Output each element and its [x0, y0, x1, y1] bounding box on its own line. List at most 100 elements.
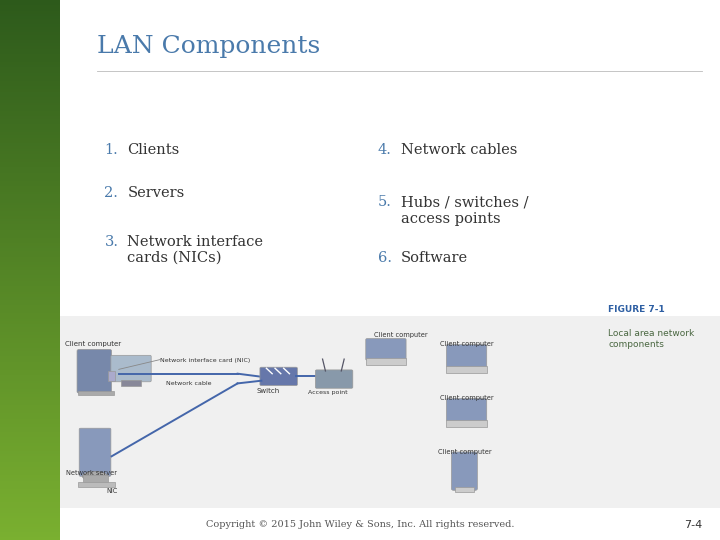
Bar	[0, 219, 60, 221]
Bar	[0, 148, 60, 151]
Bar	[0, 46, 60, 49]
Ellipse shape	[82, 471, 108, 481]
Bar	[0, 32, 60, 35]
Bar	[0, 170, 60, 173]
Bar	[0, 481, 60, 483]
Bar	[0, 127, 60, 130]
Bar	[0, 19, 60, 22]
Bar	[0, 532, 60, 535]
Bar	[0, 335, 60, 338]
Bar	[0, 194, 60, 197]
Bar	[0, 364, 60, 367]
Bar	[0, 289, 60, 292]
Bar	[0, 491, 60, 494]
Bar	[0, 5, 60, 8]
Bar	[0, 43, 60, 46]
Bar	[0, 162, 60, 165]
Bar	[0, 167, 60, 170]
Bar	[0, 143, 60, 146]
Text: Access point: Access point	[307, 390, 348, 395]
Text: Local area network
components: Local area network components	[608, 329, 695, 349]
Bar	[0, 459, 60, 462]
Text: Copyright © 2015 John Wiley & Sons, Inc. All rights reserved.: Copyright © 2015 John Wiley & Sons, Inc.…	[206, 521, 514, 529]
Bar	[0, 440, 60, 443]
Text: 5.: 5.	[378, 195, 392, 210]
Bar	[0, 235, 60, 238]
Bar	[0, 338, 60, 340]
Bar	[0, 475, 60, 478]
Bar	[0, 54, 60, 57]
Bar	[0, 324, 60, 327]
Bar	[0, 262, 60, 265]
Bar	[0, 181, 60, 184]
Bar	[0, 305, 60, 308]
Bar	[0, 178, 60, 181]
Bar	[0, 24, 60, 27]
Bar	[0, 159, 60, 162]
Bar	[0, 186, 60, 189]
Bar	[0, 73, 60, 76]
Bar	[0, 238, 60, 240]
Bar	[0, 251, 60, 254]
Bar	[0, 49, 60, 51]
Bar	[0, 35, 60, 38]
Bar	[0, 59, 60, 62]
Text: Network server: Network server	[66, 470, 117, 476]
FancyBboxPatch shape	[366, 339, 406, 360]
Bar	[0, 230, 60, 232]
Bar	[0, 138, 60, 140]
Text: Software: Software	[401, 251, 468, 265]
FancyBboxPatch shape	[260, 367, 297, 386]
Bar	[455, 487, 474, 492]
Bar	[0, 513, 60, 516]
Text: Clients: Clients	[127, 143, 180, 157]
Bar	[0, 329, 60, 332]
Bar	[0, 132, 60, 135]
Bar	[0, 308, 60, 310]
Bar	[0, 113, 60, 116]
Text: Network interface card (NIC): Network interface card (NIC)	[160, 358, 250, 363]
Bar	[0, 259, 60, 262]
Bar	[0, 410, 60, 413]
Bar	[0, 435, 60, 437]
Bar	[0, 57, 60, 59]
Bar	[0, 472, 60, 475]
Bar	[0, 302, 60, 305]
Bar	[0, 97, 60, 100]
Bar	[0, 383, 60, 386]
Bar	[0, 392, 60, 394]
Bar	[0, 340, 60, 343]
Bar	[0, 40, 60, 43]
Bar	[0, 489, 60, 491]
Bar	[0, 510, 60, 513]
Bar	[121, 380, 141, 386]
Bar	[0, 146, 60, 148]
Bar	[0, 122, 60, 124]
Bar	[0, 467, 60, 470]
Text: Network interface
cards (NICs): Network interface cards (NICs)	[127, 235, 264, 265]
Bar	[0, 265, 60, 267]
Bar	[0, 92, 60, 94]
Bar	[78, 482, 115, 487]
Text: 6.: 6.	[378, 251, 392, 265]
Bar	[0, 367, 60, 370]
Bar	[0, 281, 60, 284]
Text: Servers: Servers	[127, 186, 185, 200]
Bar	[0, 362, 60, 364]
Bar	[0, 111, 60, 113]
Bar	[0, 400, 60, 402]
Bar	[0, 356, 60, 359]
Text: 2.: 2.	[104, 186, 118, 200]
Bar	[0, 108, 60, 111]
FancyBboxPatch shape	[446, 345, 487, 367]
Bar	[0, 70, 60, 73]
Bar	[0, 273, 60, 275]
Bar	[0, 408, 60, 410]
Bar	[108, 371, 115, 381]
Text: 7-4: 7-4	[684, 520, 702, 530]
Bar	[0, 316, 60, 319]
Bar	[0, 38, 60, 40]
Bar	[0, 413, 60, 416]
Text: FIGURE 7-1: FIGURE 7-1	[608, 305, 665, 314]
Bar	[0, 343, 60, 346]
